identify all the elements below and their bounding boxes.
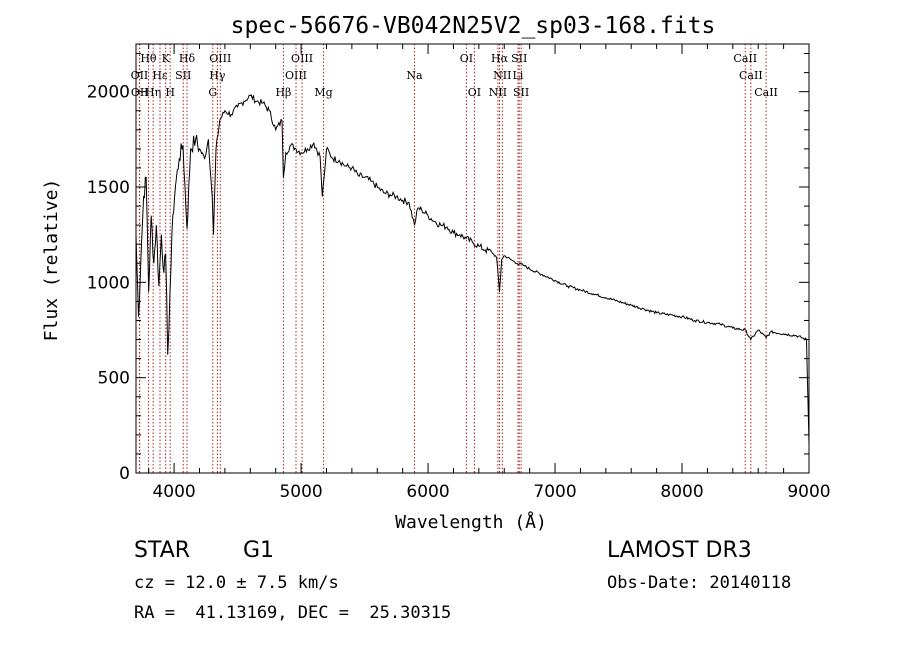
survey-name: LAMOST DR3 [607,538,752,563]
spectrum-chart: spec-56676-VB042N25V2_sp03-168.fits Flux… [41,13,831,533]
chart-title: spec-56676-VB042N25V2_sp03-168.fits [231,13,716,39]
coordinates: RA = 41.13169, DEC = 25.30315 [134,603,452,623]
x-tick-label-1: 5000 [279,482,322,502]
line-label-27: CaII [754,86,778,99]
y-tick-label-1: 500 [98,369,130,389]
line-label-9: OIII [209,52,231,65]
line-label-1: OII [131,69,149,82]
y-tick-label-2: 1000 [87,273,130,293]
line-label-16: Na [406,69,423,82]
plot-frame [135,43,810,474]
line-label-6: SII [175,69,191,82]
line-label-0: Hθ [140,52,157,65]
y-tick-label-4: 2000 [87,83,130,103]
line-label-4: Hε [152,69,168,82]
x-tick-label-5: 9000 [787,482,830,502]
spectral-line-markers [138,44,767,473]
line-label-18: OI [468,86,481,99]
line-label-12: Hβ [275,86,291,99]
y-tick-label-0: 0 [119,464,130,484]
line-label-17: OI [460,52,473,65]
line-label-7: H [165,86,175,99]
x-axis-label: Wavelength (Å) [395,511,547,533]
line-label-11: G [208,86,217,99]
line-label-23: Li [513,69,524,82]
x-tick-label-4: 8000 [660,482,703,502]
x-tick-label-2: 6000 [406,482,449,502]
x-tick-label-3: 7000 [533,482,576,502]
object-class: STAR [134,538,191,563]
line-label-5: K [162,52,171,65]
redshift-value: cz = 12.0 ± 7.5 km/s [134,573,339,593]
line-label-24: SII [513,86,529,99]
obs-date: Obs-Date: 20140118 [607,573,792,593]
line-label-3: OII [131,86,149,99]
line-label-15: Mg [314,86,332,99]
line-label-20: NII [493,69,511,82]
y-axis-label: Flux (relative) [41,179,62,342]
line-label-2: Hη [145,86,161,99]
line-label-13: OIII [291,52,313,65]
line-label-25: CaII [733,52,757,65]
line-label-22: SII [511,52,527,65]
line-label-14: OIII [285,69,307,82]
line-label-8: Hδ [179,52,196,65]
line-label-26: CaII [739,69,763,82]
axis-ticks: 4000 5000 6000 7000 8000 9000 0 500 1000 1500 2000 [87,44,831,502]
y-tick-label-3: 1500 [87,178,130,198]
flux-series-line [135,94,810,445]
line-label-19: Hα [491,52,509,65]
line-label-21: NII [489,86,507,99]
line-label-10: Hγ [209,69,226,82]
subclass: G1 [243,538,275,563]
x-tick-label-0: 4000 [152,482,195,502]
